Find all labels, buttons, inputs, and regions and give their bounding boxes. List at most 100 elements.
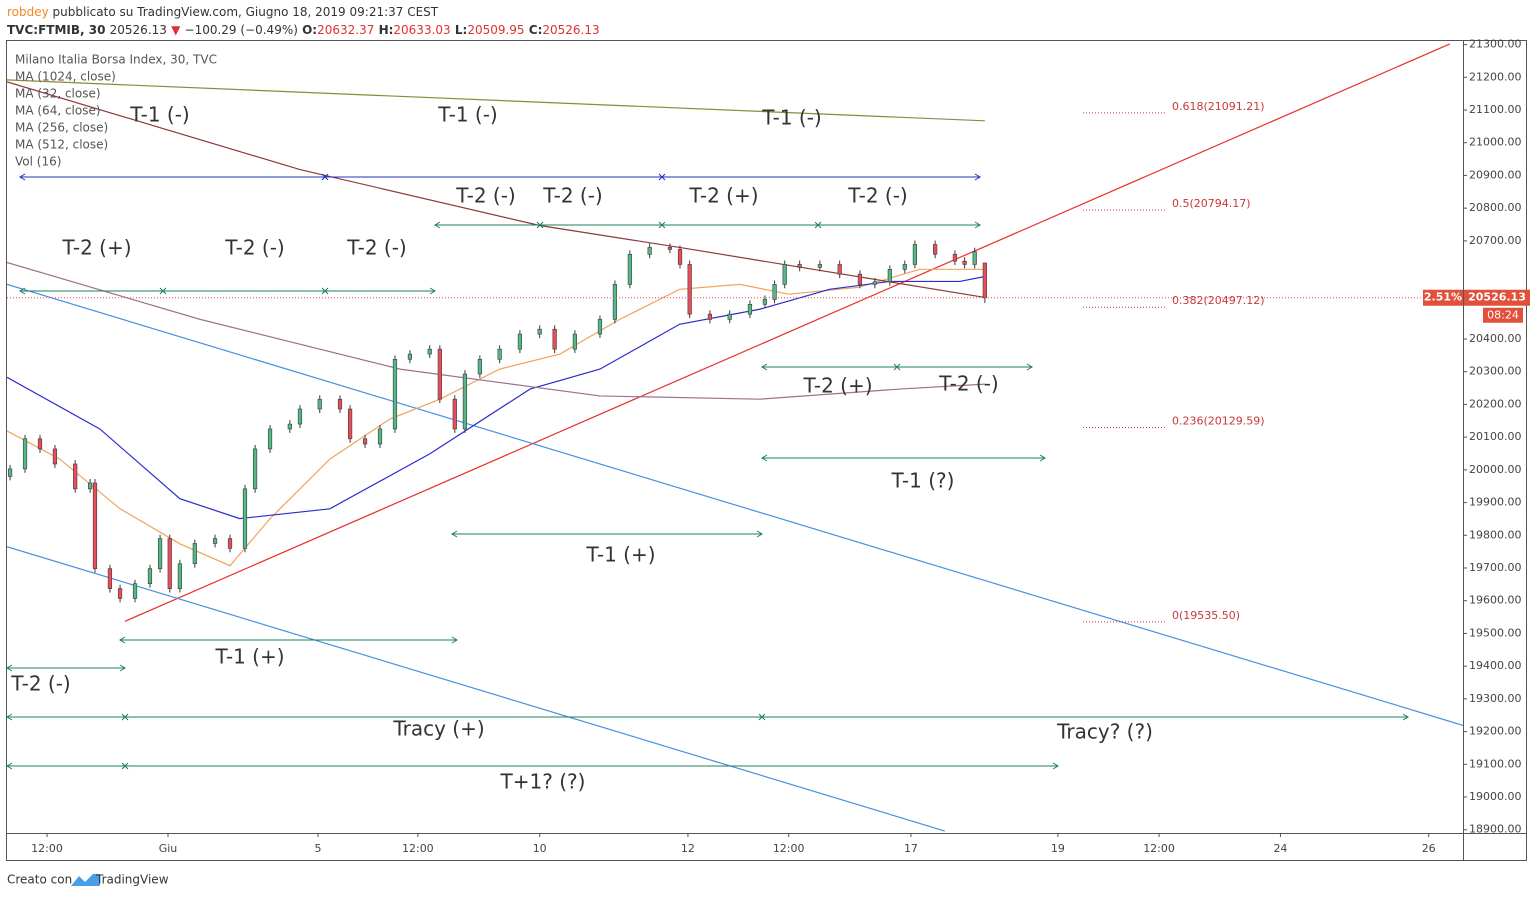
annotation: T-1 (+) <box>214 645 284 669</box>
arrow-node <box>658 221 666 229</box>
legend-entry: MA (512, close) <box>15 138 108 152</box>
x-tick-label: 5 <box>314 842 321 855</box>
arrow-node <box>121 713 129 721</box>
arrow-node <box>814 221 822 229</box>
annotation: T-2 (-) <box>346 236 407 260</box>
x-tick-label: 17 <box>904 842 918 855</box>
arrow-head <box>451 530 763 538</box>
header-line: robdey pubblicato su TradingView.com, Gi… <box>7 5 439 19</box>
annotation: T-2 (+) <box>802 374 872 398</box>
annotation: Tracy? (?) <box>1056 720 1153 744</box>
annotation: Tracy (+) <box>392 717 484 741</box>
o-label: O: <box>302 23 317 37</box>
candle-body <box>7 468 13 477</box>
candle-body <box>88 482 93 490</box>
candle-body <box>437 348 442 400</box>
candle-body <box>22 438 28 470</box>
arrow-node <box>536 221 544 229</box>
candle-body <box>407 353 413 360</box>
candle-body <box>267 428 273 450</box>
arrow-node <box>758 713 766 721</box>
annotation: T-1 (+) <box>585 543 655 567</box>
candle-body <box>212 538 218 544</box>
candle-body <box>837 264 842 275</box>
fib-label: 0.618(21091.21) <box>1172 100 1265 113</box>
candle-body <box>107 568 113 589</box>
y-tick-label: 20400.00 <box>1469 332 1522 345</box>
candle-body <box>797 264 802 268</box>
footer-brand[interactable]: TradingView <box>95 873 169 887</box>
candle-body <box>597 319 603 335</box>
x-tick-label: 12:00 <box>402 842 434 855</box>
candle-body <box>933 244 938 255</box>
candle-body <box>972 251 977 265</box>
candle-body <box>477 358 482 375</box>
x-tick-label: 19 <box>1051 842 1065 855</box>
arrow-node <box>658 173 666 181</box>
change: −100.29 (−0.49%) <box>185 23 298 37</box>
y-tick-label: 21100.00 <box>1469 103 1522 116</box>
candle-body <box>317 398 322 410</box>
candle-body <box>362 438 368 445</box>
candle-body <box>392 358 398 430</box>
y-tick-label: 19500.00 <box>1469 626 1522 639</box>
legend-entry: Vol (16) <box>15 155 61 169</box>
annotation: T-2 (-) <box>542 184 603 208</box>
y-tick-label: 20200.00 <box>1469 397 1522 410</box>
candle-body <box>952 253 958 262</box>
legend-entry: MA (64, close) <box>15 104 101 118</box>
candle-body <box>252 448 258 490</box>
countdown-tag <box>1483 307 1523 323</box>
y-tick-label: 19600.00 <box>1469 594 1522 607</box>
legend-entry: MA (32, close) <box>15 87 101 101</box>
arrow-head <box>19 173 981 181</box>
arrow-head <box>761 363 1033 371</box>
annotation: T-1 (-) <box>437 103 498 127</box>
candle-body <box>287 423 292 430</box>
x-tick-label: 12:00 <box>1143 842 1175 855</box>
candle-body <box>177 563 182 589</box>
x-tick-label: 12:00 <box>773 842 805 855</box>
candle-body <box>747 304 753 315</box>
fib-label: 0.5(20794.17) <box>1172 197 1251 210</box>
change-label: 2.51% <box>1424 291 1462 304</box>
countdown: 08:24 <box>1487 309 1519 322</box>
user[interactable]: robdey <box>7 5 49 19</box>
candle-body <box>537 328 542 335</box>
brand-logo <box>71 874 100 886</box>
y-tick-label: 19800.00 <box>1469 528 1522 541</box>
annotation: T-1 (-) <box>761 106 822 130</box>
y-tick-label: 19700.00 <box>1469 561 1522 574</box>
candle-body <box>572 333 577 350</box>
candle-body <box>817 264 822 268</box>
candle-body <box>762 299 768 305</box>
candle-body <box>912 244 918 265</box>
frame <box>6 40 1527 861</box>
candle-body <box>782 264 787 285</box>
y-tick-label: 20900.00 <box>1469 168 1522 181</box>
candle-body <box>647 247 652 255</box>
y-tick-label: 19900.00 <box>1469 496 1522 509</box>
c-label: C: <box>529 23 543 37</box>
y-tick-label: 18900.00 <box>1469 823 1522 836</box>
candle-body <box>462 373 468 430</box>
annotation: T-2 (+) <box>688 184 758 208</box>
o: 20632.37 <box>317 23 374 37</box>
arrow-node <box>321 287 329 295</box>
annotation: T-2 (+) <box>61 236 131 260</box>
moving-average <box>7 275 985 520</box>
candle-body <box>872 281 877 285</box>
footer-created: Creato con <box>7 873 72 887</box>
c: 20526.13 <box>542 23 599 37</box>
candle-body <box>982 262 987 299</box>
candle-body <box>727 313 732 320</box>
plot-area <box>7 43 1463 832</box>
candle-body <box>552 328 557 350</box>
candle-body <box>902 264 907 270</box>
symbol-line: TVC:FTMIB, 30 20526.13 ▼ −100.29 (−0.49%… <box>7 23 600 37</box>
chart-title: Milano Italia Borsa Index, 30, TVC <box>15 53 217 67</box>
arrow-node <box>321 173 329 181</box>
fib-label: 0(19535.50) <box>1172 609 1240 622</box>
x-tick-label: 24 <box>1273 842 1287 855</box>
